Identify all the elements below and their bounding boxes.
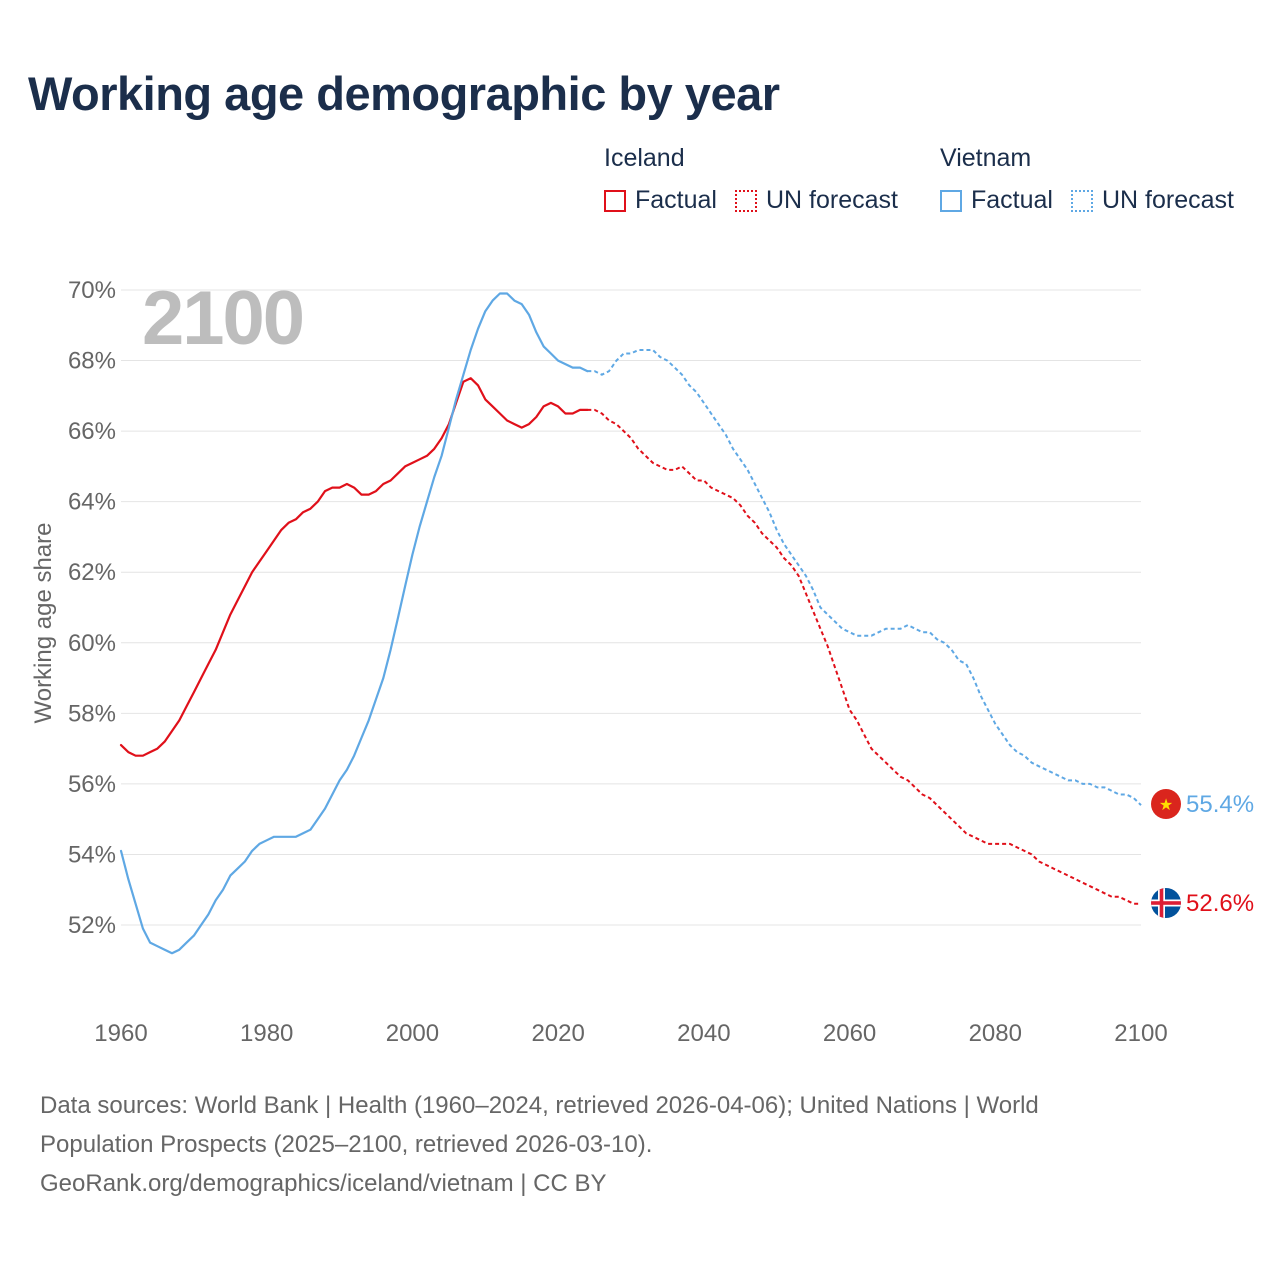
x-axis-ticks: 1960 1980 2000 2020 2040 2060 2080 2100 — [94, 1020, 1167, 1047]
legend-swatch-solid — [940, 189, 962, 212]
x-tick-label: 2080 — [969, 1020, 1022, 1047]
legend-vietnam: Vietnam Factual UN forecast — [940, 144, 1234, 215]
x-tick-label: 1980 — [240, 1020, 293, 1047]
legend-group-name: Iceland — [604, 144, 685, 172]
y-tick-label: 68% — [68, 348, 116, 375]
gridlines — [121, 289, 1141, 926]
legend-swatch-dotted — [1070, 189, 1093, 212]
iceland-flag-icon[interactable] — [1150, 887, 1182, 919]
x-tick-label: 2060 — [823, 1020, 876, 1047]
y-axis-label: Working age share — [30, 523, 57, 724]
legend-label: UN forecast — [1101, 186, 1234, 214]
vietnam-end-label: 55.4% — [1186, 791, 1254, 818]
svg-text:★: ★ — [1159, 795, 1173, 814]
legend-group-name: Vietnam — [940, 144, 1032, 172]
iceland-factual-line[interactable] — [119, 377, 589, 757]
series-end-markers: ★ 55.4% 52.6% — [1150, 789, 1254, 919]
legend-iceland: Iceland Factual UN forecast — [604, 144, 898, 215]
x-tick-label: 2000 — [386, 1020, 439, 1047]
footer-line: Population Prospects (2025–2100, retriev… — [40, 1131, 653, 1158]
line-chart: 52% 54% 56% 58% 60% 62% 64% 66% 68% 70% 1960 1980 2… — [30, 276, 1254, 1047]
y-tick-label: 60% — [68, 630, 116, 657]
y-tick-label: 70% — [68, 277, 116, 304]
y-tick-label: 58% — [68, 700, 116, 727]
x-tick-label: 2100 — [1114, 1020, 1167, 1047]
legend-item-vietnam-factual[interactable]: Factual — [940, 186, 1053, 215]
x-tick-label: 1960 — [94, 1020, 147, 1047]
series-lines — [119, 292, 1142, 955]
footer-line: GeoRank.org/demographics/iceland/vietnam… — [40, 1170, 607, 1197]
y-tick-label: 66% — [68, 418, 116, 445]
x-tick-label: 2020 — [531, 1020, 584, 1047]
legend-item-iceland-forecast[interactable]: UN forecast — [734, 186, 898, 215]
legend-item-iceland-factual[interactable]: Factual — [604, 186, 717, 215]
vietnam-flag-icon[interactable]: ★ — [1151, 789, 1181, 819]
chart-title: Working age demographic by year — [28, 67, 780, 120]
footer-sources: Data sources: World Bank | Health (1960–… — [40, 1086, 1240, 1203]
y-axis-ticks: 52% 54% 56% 58% 60% 62% 64% 66% 68% 70% — [68, 277, 116, 939]
vietnam-forecast-line[interactable] — [587, 349, 1142, 806]
legend-item-vietnam-forecast[interactable]: UN forecast — [1070, 186, 1234, 215]
legend-label: Factual — [635, 186, 717, 214]
x-tick-label: 2040 — [677, 1020, 730, 1047]
y-tick-label: 62% — [68, 559, 116, 586]
y-tick-label: 52% — [68, 912, 116, 939]
legend-label: UN forecast — [765, 186, 898, 214]
iceland-forecast-line[interactable] — [587, 408, 1141, 905]
y-tick-label: 54% — [68, 841, 116, 868]
footer-line: Data sources: World Bank | Health (1960–… — [40, 1092, 1039, 1119]
year-watermark: 2100 — [142, 276, 303, 361]
legend-swatch-dotted — [734, 189, 757, 212]
iceland-end-label: 52.6% — [1186, 890, 1254, 917]
legend-swatch-solid — [604, 189, 626, 212]
y-tick-label: 64% — [68, 489, 116, 516]
y-tick-label: 56% — [68, 771, 116, 798]
vietnam-factual-line[interactable] — [119, 292, 589, 955]
legend-label: Factual — [971, 186, 1053, 214]
